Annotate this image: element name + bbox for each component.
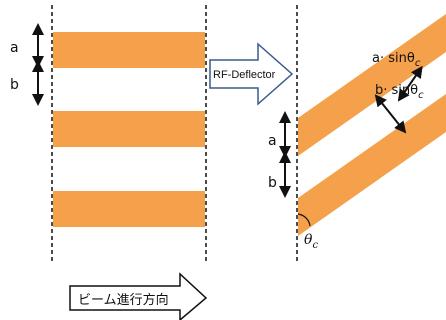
rf-deflector-arrow: RF-Deflector [209, 42, 294, 106]
label-b-left: b [10, 77, 19, 93]
angle-theta-symbol: θ [304, 232, 313, 248]
label-b-sin-text: b· sinθ [375, 83, 418, 98]
label-a-sin-theta: a· sinθc [372, 51, 421, 69]
label-a-right: a [268, 133, 277, 149]
bunch-stripe-3 [53, 191, 205, 227]
rf-deflector-arrow-shape [209, 42, 294, 106]
bunch-stripe-2 [53, 111, 205, 147]
label-b-sin-subscript: c [418, 90, 424, 101]
bunch-stripe-1 [53, 32, 205, 68]
label-a-sin-subscript: c [415, 58, 421, 69]
rf-deflector-label: RF-Deflector [213, 69, 276, 81]
angle-theta-subscript: c [312, 240, 318, 251]
beam-direction-arrow: ビーム進行方向 [69, 272, 208, 320]
label-a-left: a [10, 40, 19, 56]
angle-theta-label: θc [304, 232, 318, 251]
left-panel: a b [10, 5, 207, 262]
right-panel: a b a· sinθc b· sinθc θc [268, 5, 446, 262]
tilted-bunch-stripe-1 [298, 14, 446, 156]
beam-direction-label: ビーム進行方向 [78, 292, 169, 308]
dimension-arrow-b-sin [374, 94, 407, 134]
label-b-sin-theta: b· sinθc [375, 83, 424, 101]
beam-direction-arrow-shape [69, 272, 208, 320]
label-a-sin-text: a· sinθ [372, 51, 415, 66]
label-b-right: b [268, 175, 277, 191]
angle-arc [297, 213, 311, 227]
tilted-bunch-stripe-2 [298, 94, 446, 236]
